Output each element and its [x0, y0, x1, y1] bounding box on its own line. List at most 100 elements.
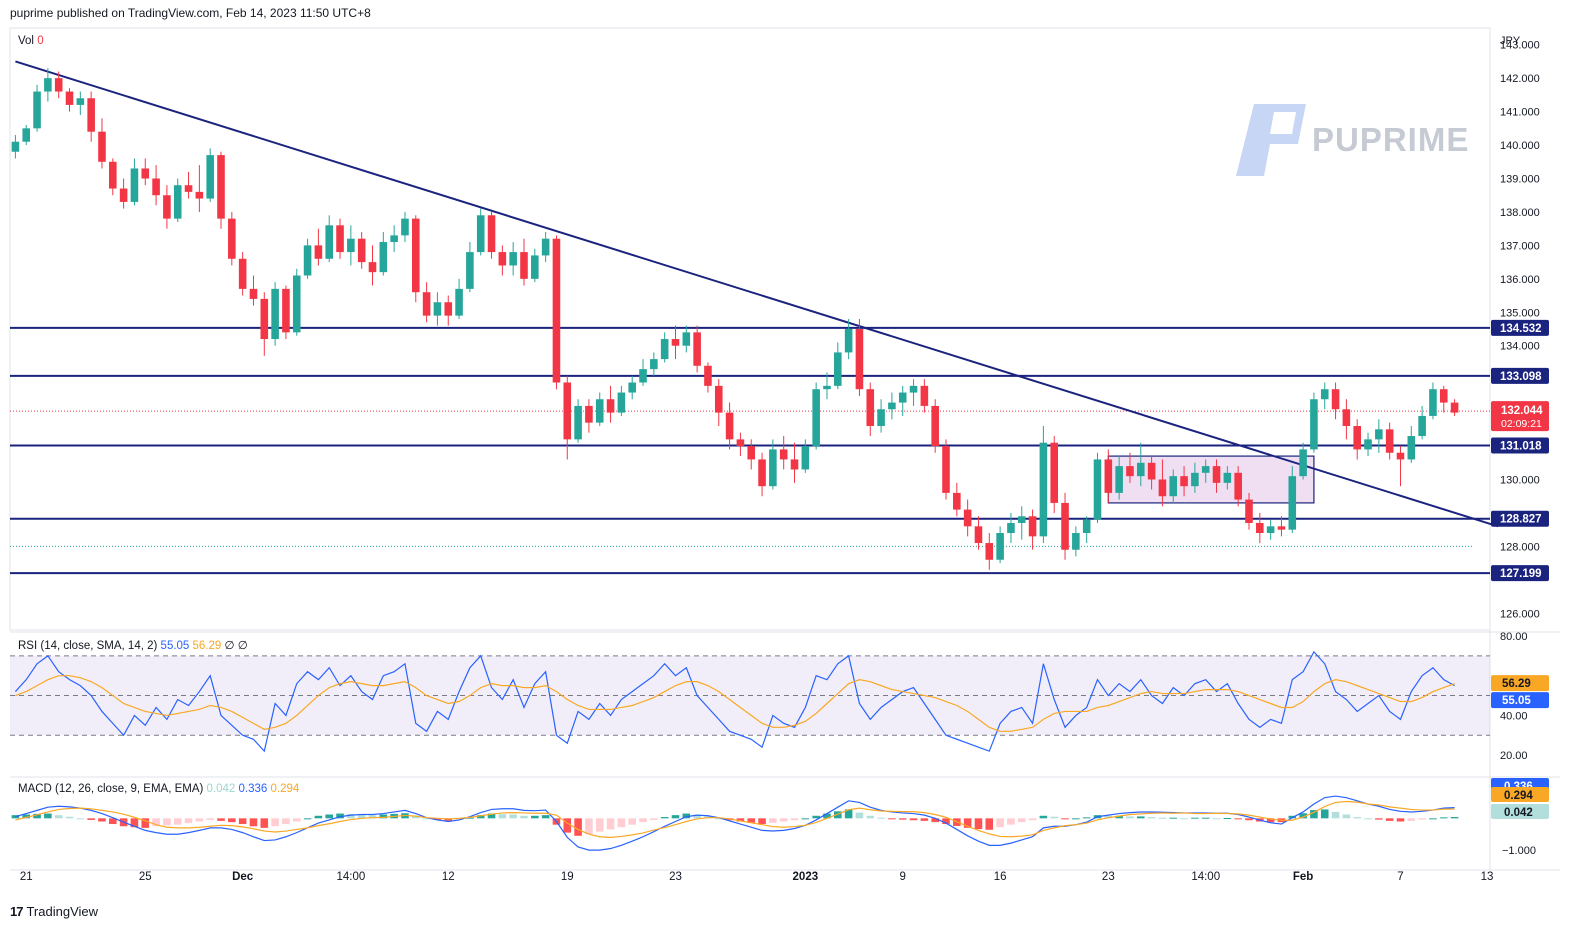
time-tick-label: 16: [994, 871, 1007, 883]
candle-body: [823, 385, 831, 390]
candle-body: [76, 98, 85, 105]
currency-label: JPY: [1500, 35, 1521, 47]
tradingview-footer: 17 TradingView: [10, 904, 98, 919]
candle-body: [520, 252, 528, 279]
rsi-legend: RSI (14, close, SMA, 14, 2) 55.05 56.29 …: [18, 638, 248, 652]
macd-histogram-bar: [466, 817, 474, 819]
macd-histogram-bar: [357, 814, 366, 819]
macd-histogram-bar: [660, 817, 669, 819]
candle-body: [347, 238, 355, 253]
macd-histogram-bar: [1353, 817, 1361, 819]
macd-histogram-bar: [1450, 816, 1459, 819]
trendline: [15, 60, 1499, 528]
macd-histogram-bar: [1439, 817, 1448, 819]
candle-body: [888, 402, 896, 410]
macd-histogram-bar: [563, 818, 572, 833]
macd-histogram-bar: [974, 818, 983, 830]
rsi-value-box: [1491, 692, 1549, 709]
time-tick-label: 23: [1102, 871, 1115, 883]
footer-brand: TradingView: [26, 904, 99, 919]
tradingview-logo-icon: 17: [10, 904, 24, 919]
candle-body: [909, 385, 918, 393]
candle-body: [206, 155, 214, 199]
candle-body: [1256, 522, 1264, 534]
candle-body: [1320, 389, 1329, 400]
candle-body: [1104, 459, 1113, 493]
candle-body: [184, 185, 193, 192]
candle-body: [574, 405, 582, 440]
candle-body: [1353, 425, 1361, 450]
candle-body: [671, 339, 680, 346]
macd-histogram-bar: [476, 815, 485, 819]
macd-histogram-bar: [1147, 817, 1156, 819]
candle-body: [1007, 522, 1015, 534]
time-tick-label: 2023: [793, 871, 819, 883]
candle-body: [628, 382, 636, 393]
level-label-box: [1491, 319, 1549, 336]
candle-body: [498, 252, 507, 266]
macd-tick-label: −1.000: [1502, 845, 1536, 857]
macd-histogram-bar: [585, 818, 593, 835]
candle-body: [931, 405, 939, 447]
macd-histogram-bar: [812, 815, 820, 819]
candle-body: [1429, 389, 1437, 416]
candle-body: [260, 298, 269, 340]
macd-histogram-bar: [163, 818, 171, 826]
candle-body: [617, 392, 626, 413]
macd-histogram-bar: [195, 818, 204, 822]
level-label-box: [1491, 367, 1549, 384]
candle-body: [238, 258, 247, 289]
macd-histogram-bar: [1104, 815, 1113, 819]
candle-body: [109, 161, 117, 189]
candle-body: [1093, 459, 1102, 520]
macd-histogram-bar: [1396, 818, 1405, 822]
candle-body: [725, 412, 734, 440]
rsi-extra2: ∅: [237, 640, 248, 652]
candle-body: [1277, 526, 1286, 530]
price-tick-label: 126.000: [1500, 608, 1540, 620]
candle-body: [1396, 452, 1405, 460]
rsi-sma-axis-label: 56.29: [1502, 678, 1531, 690]
macd-histogram-bar: [855, 812, 864, 819]
candle-body: [44, 78, 52, 92]
puprime-logo-icon: [1236, 104, 1306, 176]
candle-body: [682, 332, 691, 346]
macd-histogram-bar: [411, 815, 420, 819]
candle-body: [1158, 479, 1167, 497]
macd-histogram-bar: [228, 818, 236, 823]
macd-histogram-bar: [693, 814, 701, 819]
macd-histogram-bar: [260, 818, 269, 828]
macd-histogram-bar: [1331, 811, 1340, 819]
candle-body: [173, 185, 182, 219]
macd-histogram-bar: [888, 818, 896, 820]
candle-body: [476, 215, 485, 253]
candle-body: [704, 365, 712, 386]
candle-body: [249, 288, 258, 299]
macd-histogram-bar: [1212, 818, 1221, 820]
countdown-label: 02:09:21: [1501, 418, 1542, 430]
macd-histogram-bar: [1180, 818, 1188, 820]
macd-histogram-bar: [844, 809, 853, 819]
macd-histogram-bar: [509, 814, 517, 819]
price-tick-label: 130.000: [1500, 475, 1540, 487]
rsi-sma-line: [15, 675, 1455, 732]
candle-body: [401, 218, 409, 236]
macd-signal-value: 0.294: [270, 783, 300, 795]
time-tick-label: 12: [442, 871, 455, 883]
macd-histogram-bar: [1364, 818, 1372, 820]
macd-axis-label: 0.294: [1504, 790, 1533, 802]
candle-body: [563, 382, 572, 440]
macd-histogram-bar: [184, 818, 193, 824]
candle-body: [1418, 415, 1426, 437]
time-tick-label: 23: [669, 871, 682, 883]
candle-body: [1191, 472, 1199, 487]
candle-body: [1072, 533, 1080, 550]
candle-body: [693, 332, 701, 366]
candle-body: [130, 168, 139, 202]
candle-body: [1342, 409, 1351, 426]
time-tick-label: 19: [561, 871, 574, 883]
candlesticks: [11, 68, 1459, 570]
candle-body: [736, 439, 745, 447]
rsi-tick-label: 40.00: [1500, 710, 1528, 722]
candle-body: [1126, 466, 1134, 477]
